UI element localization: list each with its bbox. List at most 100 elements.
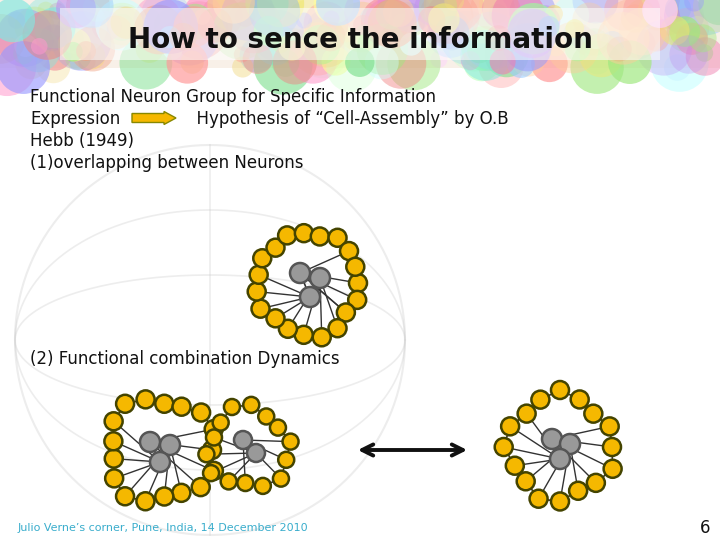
Circle shape <box>22 10 72 60</box>
Circle shape <box>17 28 60 72</box>
Circle shape <box>354 24 377 46</box>
Circle shape <box>400 33 423 56</box>
Circle shape <box>570 40 624 94</box>
Circle shape <box>392 14 410 31</box>
Circle shape <box>542 429 562 449</box>
Circle shape <box>140 0 191 42</box>
Circle shape <box>278 452 294 468</box>
Circle shape <box>301 25 341 64</box>
Bar <box>60 8 660 60</box>
Circle shape <box>0 9 54 67</box>
Circle shape <box>621 4 649 32</box>
Circle shape <box>220 474 237 489</box>
Circle shape <box>353 15 373 35</box>
Circle shape <box>587 474 605 492</box>
Circle shape <box>636 19 692 76</box>
Circle shape <box>192 478 210 496</box>
Circle shape <box>485 25 511 51</box>
Text: (1)overlapping between Neurons: (1)overlapping between Neurons <box>30 154 304 172</box>
Circle shape <box>139 9 161 31</box>
Circle shape <box>461 51 480 70</box>
Circle shape <box>238 475 253 491</box>
Circle shape <box>378 24 397 44</box>
Circle shape <box>131 17 163 50</box>
Circle shape <box>161 23 188 49</box>
Circle shape <box>163 40 183 59</box>
Circle shape <box>315 22 346 51</box>
Circle shape <box>665 0 691 22</box>
Circle shape <box>337 303 355 321</box>
Circle shape <box>290 263 310 283</box>
Circle shape <box>273 471 289 487</box>
Circle shape <box>361 0 410 46</box>
Circle shape <box>205 462 223 480</box>
Circle shape <box>221 0 275 41</box>
Circle shape <box>444 0 464 11</box>
Circle shape <box>169 23 197 51</box>
Circle shape <box>224 399 240 415</box>
Circle shape <box>101 3 143 45</box>
Circle shape <box>550 449 570 469</box>
Text: Expression: Expression <box>30 110 120 128</box>
Circle shape <box>608 40 652 84</box>
Circle shape <box>254 23 297 65</box>
Circle shape <box>676 23 708 55</box>
Circle shape <box>37 2 54 19</box>
Circle shape <box>49 3 66 19</box>
Circle shape <box>292 22 344 76</box>
Circle shape <box>469 31 500 63</box>
Circle shape <box>279 320 297 338</box>
Circle shape <box>517 472 535 490</box>
Circle shape <box>266 309 284 327</box>
Circle shape <box>539 16 559 37</box>
Circle shape <box>603 0 661 58</box>
Circle shape <box>506 457 524 475</box>
Circle shape <box>323 11 340 27</box>
Circle shape <box>321 46 351 76</box>
Circle shape <box>247 444 265 462</box>
Circle shape <box>510 0 556 36</box>
Circle shape <box>693 0 720 32</box>
Circle shape <box>278 226 296 245</box>
Circle shape <box>313 0 354 24</box>
Circle shape <box>383 0 414 27</box>
Circle shape <box>463 45 500 82</box>
Circle shape <box>435 16 469 50</box>
Circle shape <box>688 24 716 52</box>
Circle shape <box>194 9 210 25</box>
Circle shape <box>296 12 312 29</box>
Circle shape <box>664 0 704 36</box>
Circle shape <box>311 227 329 246</box>
Circle shape <box>243 44 273 74</box>
Circle shape <box>360 8 377 25</box>
Circle shape <box>485 33 528 77</box>
Circle shape <box>156 395 174 413</box>
Circle shape <box>40 24 67 51</box>
Circle shape <box>234 431 252 449</box>
Circle shape <box>31 38 48 55</box>
Circle shape <box>667 8 709 50</box>
Circle shape <box>368 0 417 48</box>
Circle shape <box>489 4 508 23</box>
Circle shape <box>56 0 96 28</box>
Circle shape <box>156 488 174 505</box>
Circle shape <box>249 0 300 37</box>
Circle shape <box>551 381 569 399</box>
Circle shape <box>83 0 112 22</box>
Circle shape <box>562 38 585 60</box>
Circle shape <box>13 44 34 64</box>
Circle shape <box>619 8 666 55</box>
Circle shape <box>530 490 548 508</box>
Circle shape <box>270 420 286 436</box>
Circle shape <box>377 0 426 27</box>
Circle shape <box>603 438 621 456</box>
Circle shape <box>181 50 204 74</box>
Circle shape <box>565 19 584 38</box>
Circle shape <box>414 0 449 25</box>
Circle shape <box>234 46 250 63</box>
Circle shape <box>668 21 699 51</box>
Circle shape <box>384 20 400 37</box>
Circle shape <box>600 417 618 435</box>
Circle shape <box>480 0 518 24</box>
Circle shape <box>273 40 317 84</box>
